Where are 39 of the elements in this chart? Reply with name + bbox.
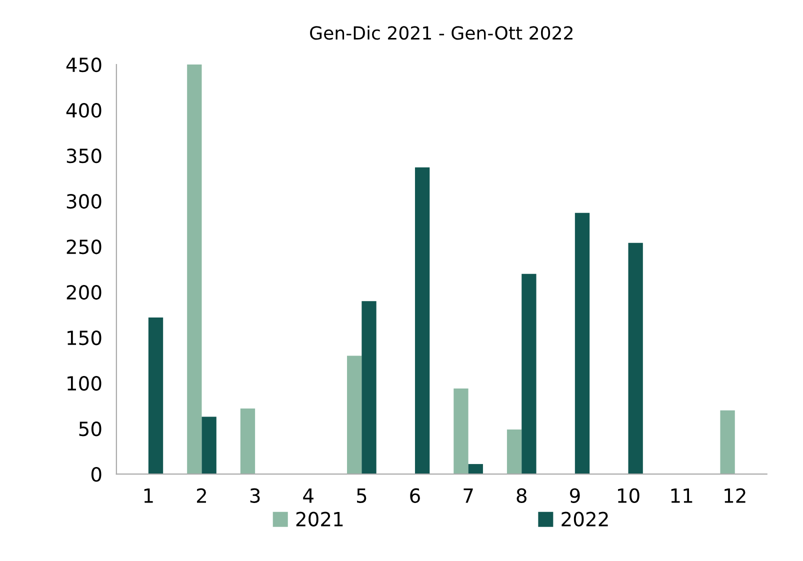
x-tick-label: 3 (250, 488, 260, 503)
bar (202, 416, 216, 474)
bar (414, 167, 430, 474)
bar (628, 242, 643, 474)
bar (522, 274, 536, 474)
bar (148, 318, 164, 474)
bar (574, 212, 590, 474)
y-tick-label: 300 (66, 194, 102, 209)
y-tick-label: 200 (66, 284, 102, 300)
y-tick-label: 450 (66, 57, 102, 72)
x-tick-label: 6 (410, 488, 420, 503)
bar (720, 410, 735, 474)
y-tick-label: 150 (68, 330, 102, 346)
bar (347, 356, 362, 474)
x-tick-label: 11 (671, 488, 692, 503)
bar (187, 64, 202, 474)
y-tick-label: 0 (91, 467, 102, 482)
x-tick-label: 8 (516, 488, 526, 503)
x-tick-label: 4 (303, 488, 314, 503)
bar (454, 388, 468, 474)
y-tick-label: 400 (66, 102, 102, 118)
x-tick-label: 2 (196, 488, 206, 503)
legend-label: 2021 (296, 512, 343, 526)
x-tick-label: 1 (144, 488, 153, 503)
chart-title: Gen-Dic 2021 - Gen-Ott 2022 (310, 26, 572, 40)
x-tick-label: 10 (618, 488, 640, 503)
bar (468, 464, 483, 474)
y-tick-label: 50 (79, 422, 102, 436)
legend-label: 2022 (562, 512, 608, 526)
y-tick-label: 100 (68, 376, 102, 391)
bar (362, 301, 376, 474)
x-tick-label: 5 (356, 488, 366, 503)
x-tick-label: 7 (464, 488, 473, 503)
y-tick-label: 350 (66, 148, 102, 164)
y-tick-label: 250 (66, 239, 102, 254)
bar (506, 429, 522, 474)
x-tick-label: 12 (724, 488, 746, 503)
bar (240, 408, 256, 474)
x-tick-label: 9 (570, 488, 580, 503)
